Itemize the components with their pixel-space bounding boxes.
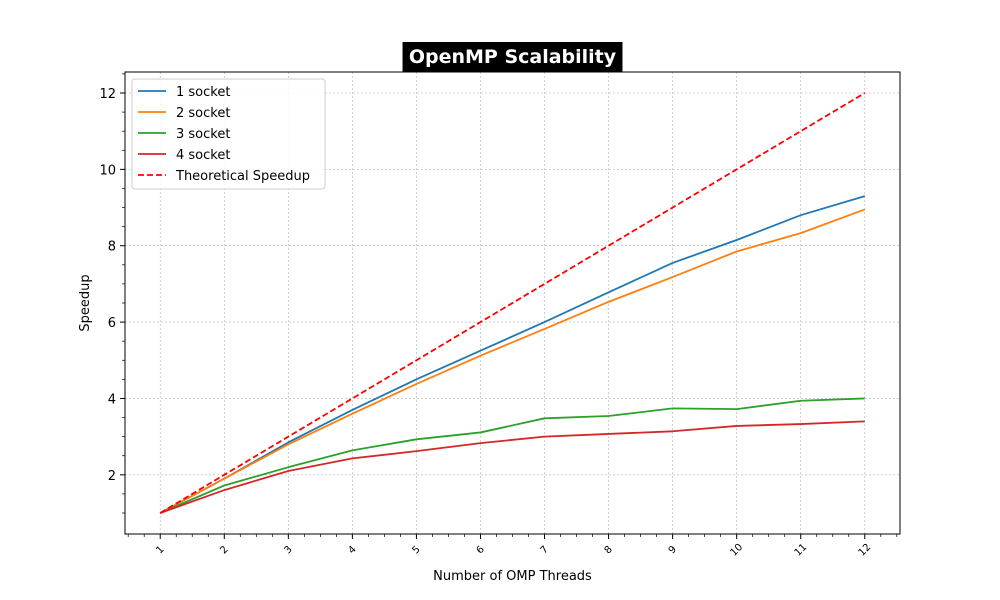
- legend-box: [131, 78, 326, 190]
- y-axis-label: Speedup: [78, 274, 93, 331]
- y-tick-label: 6: [108, 316, 116, 331]
- chart-title: OpenMP Scalability: [409, 46, 617, 68]
- chart-title-background: [402, 42, 623, 72]
- legend-label: Theoretical Speedup: [175, 169, 310, 184]
- series-line-2-socket: [159, 208, 866, 514]
- y-tick-label: 10: [99, 163, 116, 178]
- chart-title-group: OpenMP Scalability: [402, 42, 623, 72]
- legend-label: 4 socket: [176, 148, 230, 163]
- y-tick-label: 4: [108, 392, 116, 407]
- legend-label: 1 socket: [176, 85, 230, 100]
- series-line-3-socket: [159, 397, 865, 514]
- legend-label: 2 socket: [176, 106, 230, 121]
- series-line-1-socket: [159, 195, 866, 514]
- legend: 1 socket 2 socket 3 socket 4 socket Theoreti…: [131, 78, 326, 190]
- legend-label: 3 socket: [176, 127, 230, 142]
- series-line-4-socket: [159, 420, 865, 514]
- series-group: [159, 92, 866, 514]
- series-line-theoretical-speedup: [159, 92, 866, 514]
- x-axis-label: Number of OMP Threads: [433, 569, 592, 584]
- y-tick-label: 2: [108, 469, 116, 484]
- y-tick-label: 8: [108, 240, 116, 255]
- y-tick-label: 12: [99, 87, 116, 102]
